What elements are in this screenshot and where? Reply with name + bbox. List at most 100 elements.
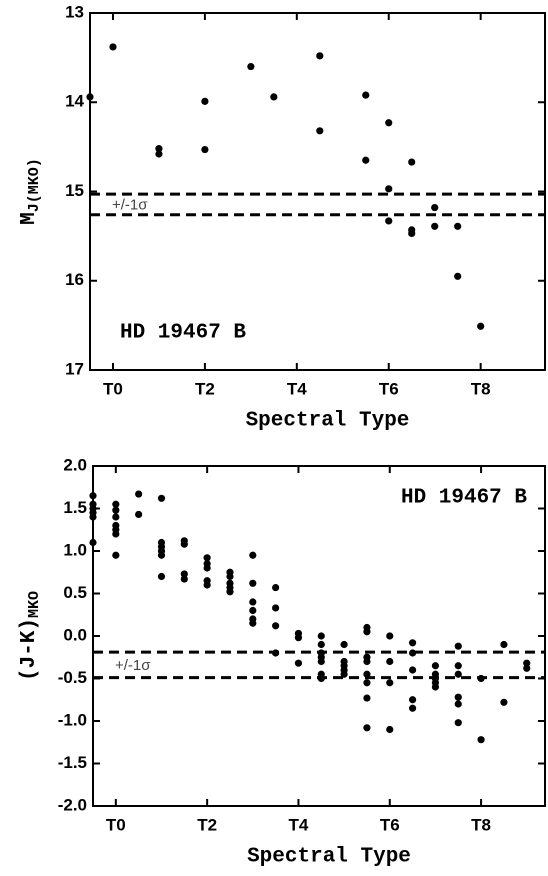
y-tick-label: -0.5 <box>58 668 87 687</box>
data-point <box>363 657 371 666</box>
data-point <box>454 642 462 650</box>
data-point <box>89 492 97 500</box>
data-point <box>294 659 303 667</box>
data-point <box>112 513 120 521</box>
data-point <box>431 203 439 212</box>
data-point <box>317 674 325 683</box>
data-point <box>477 736 485 744</box>
x-axis-label: Spectral Type <box>247 846 411 869</box>
band-label: +/-1σ <box>112 196 148 213</box>
y-tick-label: 16 <box>65 270 84 289</box>
data-point <box>362 156 370 164</box>
data-point <box>363 670 371 678</box>
plot-frame <box>89 12 546 371</box>
data-point <box>340 640 348 649</box>
data-point <box>203 554 211 562</box>
data-point <box>454 719 462 727</box>
data-point <box>86 93 94 101</box>
annotation: HD 19467 B <box>120 322 246 345</box>
data-point <box>247 62 255 71</box>
data-point <box>408 666 417 674</box>
data-point <box>109 43 117 51</box>
data-point <box>454 700 462 708</box>
data-point <box>89 513 97 521</box>
plot: 13 14 15 16 17 T0 T2 T4 T6 T8 +/-1σ HD 19467 B Spect… <box>18 2 546 433</box>
data-point <box>180 575 188 583</box>
data-point <box>454 222 462 230</box>
x-axis-label: Spectral Type <box>246 410 410 433</box>
data-point <box>477 322 485 330</box>
data-point <box>454 662 462 670</box>
data-point <box>316 52 324 60</box>
data-point <box>363 724 371 732</box>
y-tick-label: 0.0 <box>63 625 87 644</box>
data-point <box>157 551 166 559</box>
data-point <box>226 572 234 581</box>
data-point <box>157 494 166 502</box>
y-axis-label-sub: J(MKO) <box>26 158 43 212</box>
data-point <box>454 272 462 280</box>
data-point <box>431 222 439 230</box>
data-point <box>385 185 393 193</box>
data-point <box>317 632 325 640</box>
data-point <box>385 217 393 225</box>
x-tick-label: T8 <box>471 815 491 834</box>
x-tick-label: T6 <box>379 379 399 398</box>
data-point <box>249 606 257 615</box>
data-point <box>112 500 120 508</box>
y-tick-label: 1.0 <box>63 540 87 559</box>
data-point <box>272 583 280 592</box>
y-tick-label: 17 <box>65 359 84 378</box>
y-tick-label: -1.5 <box>58 753 87 772</box>
data-point <box>386 679 394 687</box>
data-point <box>500 698 508 706</box>
data-point <box>340 670 348 678</box>
data-point <box>135 510 143 519</box>
plot: 2.0 1.5 1.0 0.5 0.0 -0.5 -1.0 -1.5 -2.0 T0 T2 T4 T6 T… <box>18 455 546 869</box>
data-point <box>317 657 325 666</box>
data-point <box>135 490 143 498</box>
data-point <box>454 670 462 678</box>
data-point <box>408 696 417 704</box>
data-point <box>317 640 325 649</box>
data-point <box>226 588 234 596</box>
y-tick-label: 2.0 <box>63 455 87 474</box>
data-point <box>272 649 280 657</box>
data-point <box>155 145 163 153</box>
data-point <box>408 229 416 238</box>
data-point <box>203 564 211 572</box>
data-point <box>180 570 188 578</box>
y-tick-label: 0.5 <box>63 583 87 602</box>
y-axis-label-sub: MKO <box>26 591 43 618</box>
y-tick-label: 14 <box>65 92 84 111</box>
data-point <box>408 639 417 647</box>
data-point <box>272 604 280 612</box>
data-point <box>363 679 371 687</box>
data-point <box>386 657 394 666</box>
data-point <box>363 694 371 702</box>
data-point <box>523 664 531 672</box>
data-point <box>157 572 166 581</box>
data-point <box>155 150 163 158</box>
x-tick-label: T2 <box>197 815 217 834</box>
data-point <box>431 683 440 691</box>
data-point <box>112 506 120 514</box>
y-tick-label: -2.0 <box>58 795 87 814</box>
y-tick-label: -1.0 <box>58 710 87 729</box>
data-point <box>477 674 485 683</box>
data-point <box>408 649 417 657</box>
data-point <box>201 145 209 154</box>
y-axis-label-main: M <box>18 212 41 225</box>
data-point <box>408 704 417 712</box>
data-point <box>523 659 531 667</box>
data-point <box>203 581 211 589</box>
data-point <box>249 619 257 627</box>
data-point <box>316 127 324 135</box>
data-point <box>249 579 257 587</box>
y-axis-label: MJ(MKO) <box>18 158 43 225</box>
data-point <box>363 628 371 636</box>
y-tick-label: 15 <box>65 181 84 200</box>
data-point <box>180 540 188 548</box>
x-tick-label: T2 <box>195 379 215 398</box>
y-tick-label: 1.5 <box>63 498 87 517</box>
